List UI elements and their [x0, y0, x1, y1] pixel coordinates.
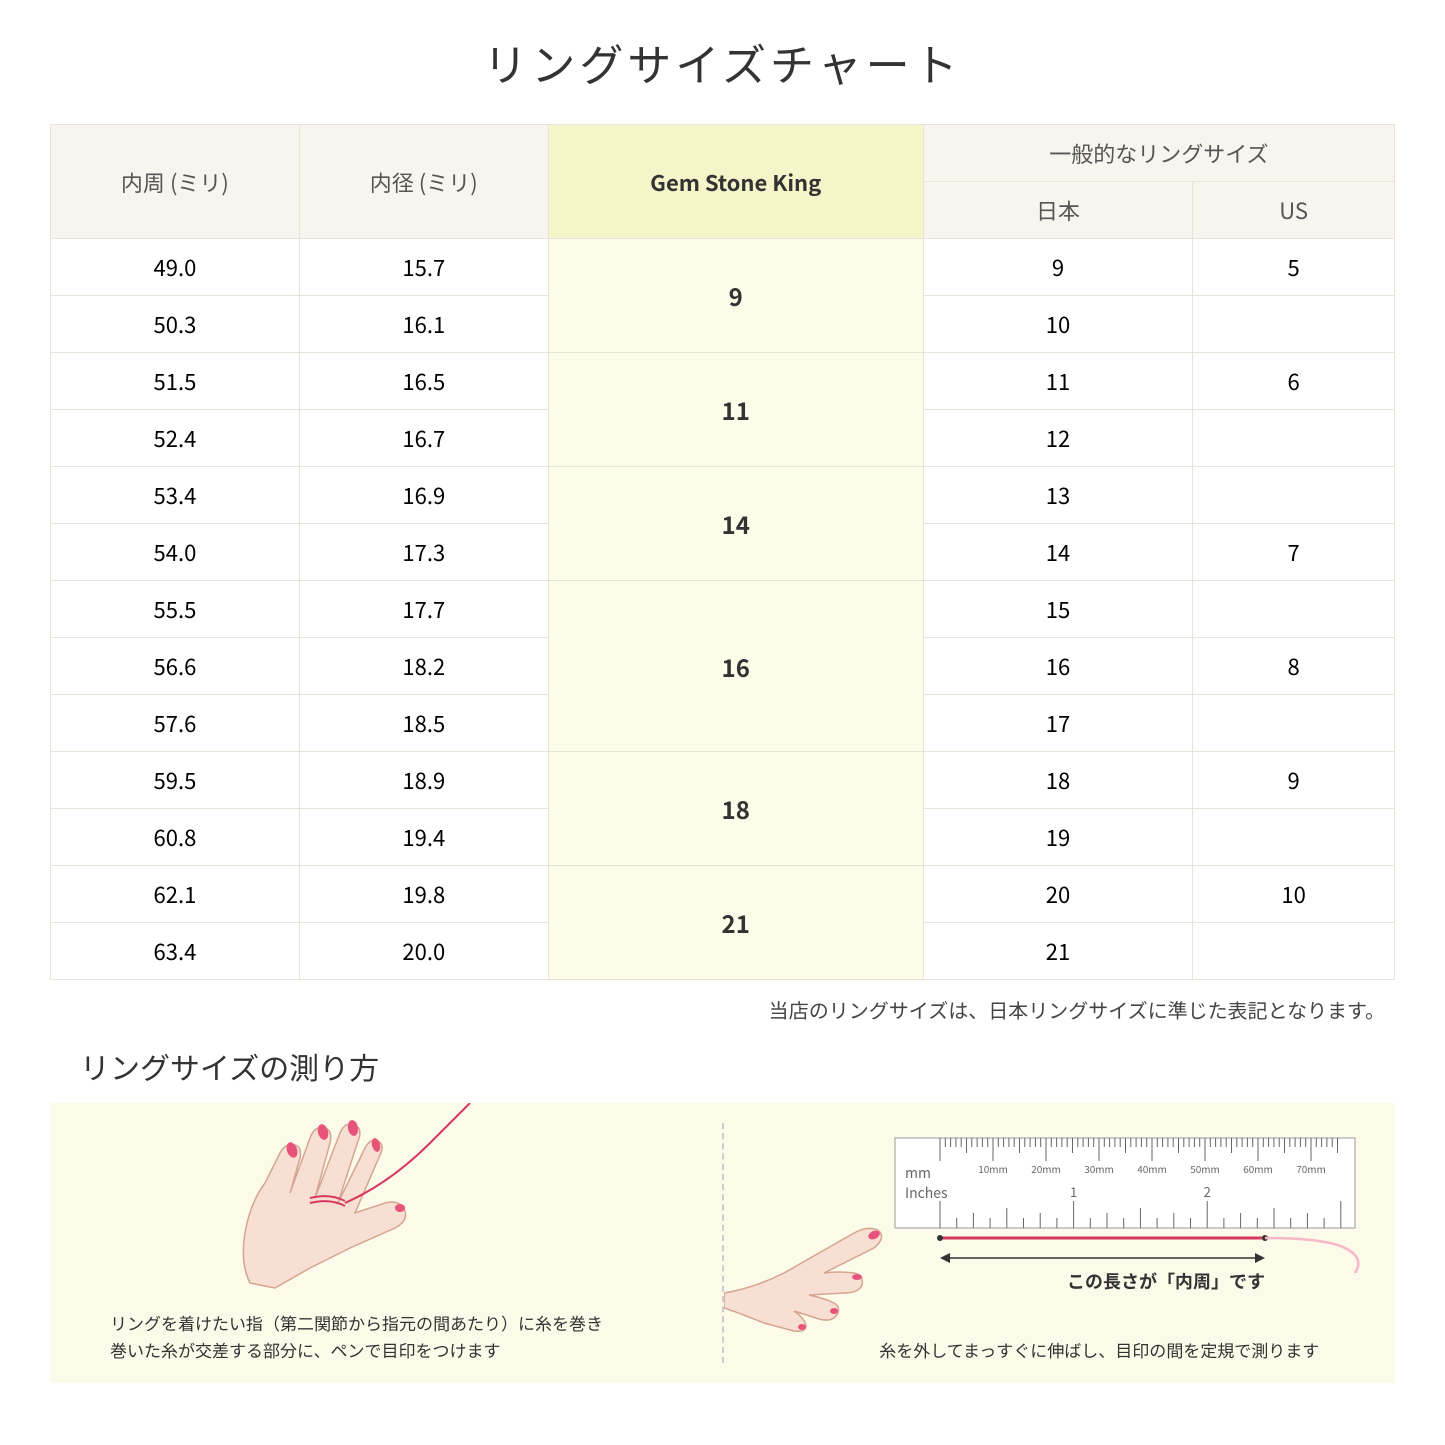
cell-diameter: 16.1	[299, 296, 548, 353]
cell-diameter: 18.9	[299, 752, 548, 809]
cell-us: 7	[1193, 524, 1395, 581]
table-row: 55.517.71615	[51, 581, 1395, 638]
svg-text:2: 2	[1204, 1182, 1211, 1201]
header-japan: 日本	[923, 182, 1192, 239]
note-text: 当店のリングサイズは、日本リングサイズに準じた表記となります。	[50, 995, 1395, 1024]
svg-text:Inches: Inches	[905, 1183, 948, 1203]
svg-text:40mm: 40mm	[1137, 1161, 1167, 1176]
cell-japan: 16	[923, 638, 1192, 695]
cell-us	[1193, 809, 1395, 866]
cell-gsk-size: 14	[548, 467, 923, 581]
header-diameter: 内径 (ミリ)	[299, 125, 548, 239]
svg-text:20mm: 20mm	[1031, 1161, 1061, 1176]
size-chart-table: 内周 (ミリ) 内径 (ミリ) Gem Stone King 一般的なリングサイ…	[50, 124, 1395, 980]
cell-us: 10	[1193, 866, 1395, 923]
cell-circumference: 54.0	[51, 524, 300, 581]
table-row: 62.119.8212010	[51, 866, 1395, 923]
svg-text:1: 1	[1070, 1182, 1077, 1201]
cell-us: 6	[1193, 353, 1395, 410]
hand-wrap-illustration	[210, 1103, 490, 1303]
svg-text:60mm: 60mm	[1243, 1161, 1273, 1176]
svg-text:70mm: 70mm	[1296, 1161, 1326, 1176]
cell-circumference: 51.5	[51, 353, 300, 410]
cell-japan: 15	[923, 581, 1192, 638]
svg-text:10mm: 10mm	[978, 1161, 1008, 1176]
cell-diameter: 15.7	[299, 239, 548, 296]
table-row: 49.015.7995	[51, 239, 1395, 296]
cell-circumference: 55.5	[51, 581, 300, 638]
svg-text:30mm: 30mm	[1084, 1161, 1114, 1176]
cell-japan: 21	[923, 923, 1192, 980]
cell-diameter: 16.5	[299, 353, 548, 410]
cell-us	[1193, 581, 1395, 638]
cell-diameter: 17.7	[299, 581, 548, 638]
cell-japan: 11	[923, 353, 1192, 410]
cell-us	[1193, 695, 1395, 752]
cell-circumference: 50.3	[51, 296, 300, 353]
table-row: 53.416.91413	[51, 467, 1395, 524]
cell-circumference: 52.4	[51, 410, 300, 467]
instruction-text-1: リングを着けたい指（第二関節から指元の間あたり）に糸を巻き 巻いた糸が交差する部…	[110, 1309, 682, 1363]
cell-japan: 14	[923, 524, 1192, 581]
cell-us: 8	[1193, 638, 1395, 695]
cell-diameter: 18.5	[299, 695, 548, 752]
cell-diameter: 18.2	[299, 638, 548, 695]
cell-japan: 12	[923, 410, 1192, 467]
cell-circumference: 53.4	[51, 467, 300, 524]
cell-diameter: 16.7	[299, 410, 548, 467]
cell-circumference: 60.8	[51, 809, 300, 866]
cell-gsk-size: 11	[548, 353, 923, 467]
arrow-label: この長さが「内周」です	[1067, 1268, 1265, 1294]
cell-japan: 9	[923, 239, 1192, 296]
cell-gsk-size: 21	[548, 866, 923, 980]
svg-text:mm: mm	[905, 1163, 931, 1183]
cell-diameter: 19.4	[299, 809, 548, 866]
instruction-step-2: 10mm 20mm 30mm 40mm 50mm 60mm 70mm 1 2 mm Inches…	[724, 1103, 1396, 1383]
cell-us	[1193, 923, 1395, 980]
cell-circumference: 49.0	[51, 239, 300, 296]
cell-japan: 13	[923, 467, 1192, 524]
cell-circumference: 57.6	[51, 695, 300, 752]
table-row: 51.516.511116	[51, 353, 1395, 410]
cell-gsk-size: 18	[548, 752, 923, 866]
cell-circumference: 62.1	[51, 866, 300, 923]
cell-gsk-size: 16	[548, 581, 923, 752]
cell-us: 9	[1193, 752, 1395, 809]
instruction-text-2: 糸を外してまっすぐに伸ばし、目印の間を定規で測ります	[844, 1336, 1356, 1363]
svg-text:50mm: 50mm	[1190, 1161, 1220, 1176]
cell-us	[1193, 410, 1395, 467]
cell-circumference: 59.5	[51, 752, 300, 809]
instructions-title: リングサイズの測り方	[80, 1044, 1395, 1088]
cell-us: 5	[1193, 239, 1395, 296]
cell-gsk-size: 9	[548, 239, 923, 353]
instructions-panel: リングを着けたい指（第二関節から指元の間あたり）に糸を巻き 巻いた糸が交差する部…	[50, 1103, 1395, 1383]
cell-diameter: 16.9	[299, 467, 548, 524]
cell-diameter: 17.3	[299, 524, 548, 581]
cell-diameter: 19.8	[299, 866, 548, 923]
page-title: リングサイズチャート	[50, 30, 1395, 94]
instruction-step-1: リングを着けたい指（第二関節から指元の間あたり）に糸を巻き 巻いた糸が交差する部…	[50, 1103, 722, 1383]
cell-japan: 19	[923, 809, 1192, 866]
cell-us	[1193, 467, 1395, 524]
table-row: 59.518.918189	[51, 752, 1395, 809]
cell-japan: 17	[923, 695, 1192, 752]
cell-circumference: 56.6	[51, 638, 300, 695]
header-gsk: Gem Stone King	[548, 125, 923, 239]
cell-japan: 10	[923, 296, 1192, 353]
cell-circumference: 63.4	[51, 923, 300, 980]
cell-japan: 20	[923, 866, 1192, 923]
header-circumference: 内周 (ミリ)	[51, 125, 300, 239]
cell-diameter: 20.0	[299, 923, 548, 980]
cell-japan: 18	[923, 752, 1192, 809]
cell-us	[1193, 296, 1395, 353]
header-us: US	[1193, 182, 1395, 239]
header-common: 一般的なリングサイズ	[923, 125, 1394, 182]
ruler-illustration: 10mm 20mm 30mm 40mm 50mm 60mm 70mm 1 2 mm Inches	[885, 1133, 1365, 1273]
